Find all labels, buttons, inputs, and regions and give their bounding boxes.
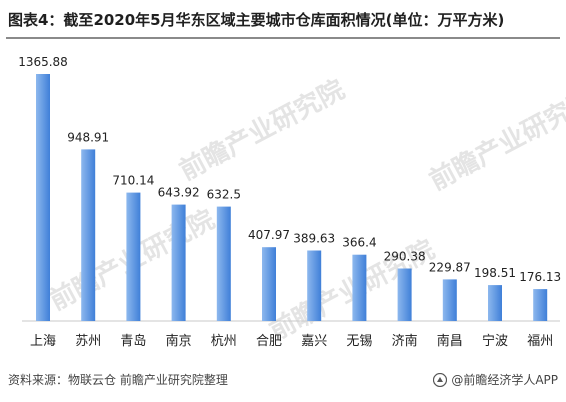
data-label: 389.63	[293, 232, 335, 246]
bar	[352, 254, 367, 321]
data-label: 229.87	[429, 260, 471, 274]
brand-mark: @前瞻经济学人APP	[433, 371, 558, 388]
title-divider	[6, 37, 560, 39]
bar	[533, 289, 548, 321]
bar	[36, 74, 50, 321]
source-note: 资料来源：物联云仓 前瞻产业研究院整理	[8, 373, 228, 387]
category-label: 宁波	[482, 333, 508, 349]
bar	[81, 149, 96, 321]
brand-logo-icon	[433, 372, 448, 387]
data-label: 948.91	[67, 130, 109, 144]
chart-title: 图表4：截至2020年5月华东区域主要城市仓库面积情况(单位：万平方米)	[8, 11, 505, 29]
brand-text: @前瞻经济学人APP	[451, 373, 558, 387]
category-label: 嘉兴	[301, 334, 327, 349]
data-label: 643.92	[158, 186, 200, 200]
data-label: 198.51	[474, 266, 516, 280]
bar	[307, 250, 322, 321]
bar	[262, 247, 276, 321]
category-label: 青岛	[120, 333, 146, 349]
category-label: 福州	[527, 334, 553, 349]
bar	[488, 285, 502, 321]
bar	[171, 204, 186, 321]
data-label: 407.97	[248, 228, 290, 242]
category-label: 南京	[166, 333, 192, 349]
data-label: 632.5	[207, 188, 241, 202]
data-label: 290.38	[384, 250, 426, 264]
category-label: 无锡	[346, 334, 372, 349]
data-label: 1365.88	[18, 55, 68, 69]
bar	[397, 268, 412, 321]
bar	[216, 206, 231, 321]
data-label: 366.4	[342, 236, 376, 250]
category-label: 南昌	[437, 333, 463, 349]
category-label: 济南	[392, 333, 418, 349]
bar	[442, 279, 457, 321]
bar	[126, 192, 141, 321]
category-label: 合肥	[256, 334, 282, 349]
data-label: 176.13	[519, 270, 561, 284]
category-label: 杭州	[211, 334, 237, 349]
data-label: 710.14	[112, 174, 154, 188]
category-label: 上海	[30, 334, 56, 349]
category-label: 苏州	[75, 333, 101, 349]
